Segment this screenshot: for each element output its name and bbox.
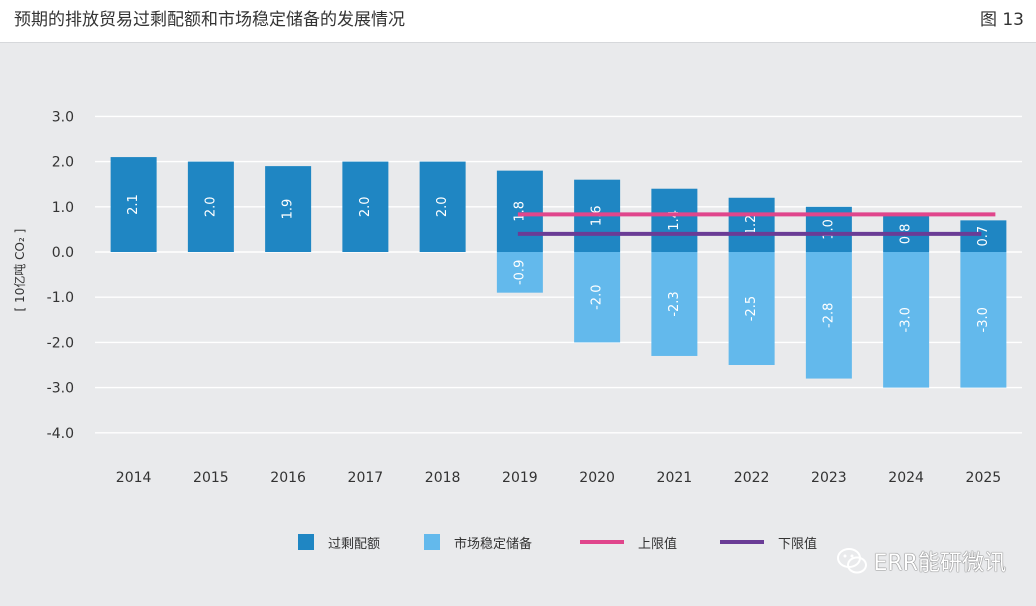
surplus-label-2014: 2.1 bbox=[126, 194, 141, 215]
y-tick-label: -2.0 bbox=[47, 335, 74, 351]
x-tick-label: 2017 bbox=[348, 470, 384, 486]
threshold-lines bbox=[517, 212, 996, 236]
y-axis-ticks: 3.0 2.0 1.0 0.0 -1.0 -2.0 -3.0 -4.0 bbox=[47, 109, 74, 441]
x-tick-label: 2018 bbox=[425, 470, 461, 486]
wechat-icon bbox=[836, 548, 867, 574]
msr-label-2022: -2.5 bbox=[744, 296, 759, 321]
chart-title: 预期的排放贸易过剩配额和市场稳定储备的发展情况 bbox=[14, 10, 405, 30]
msr-label-2023: -2.8 bbox=[821, 303, 836, 328]
surplus-bar-2021 bbox=[651, 188, 698, 252]
surplus-label-2018: 2.0 bbox=[435, 196, 450, 217]
msr-label-2021: -2.3 bbox=[667, 291, 682, 316]
x-tick-label: 2022 bbox=[734, 470, 770, 486]
msr-bar-2021 bbox=[651, 252, 698, 356]
msr-bar-2019 bbox=[496, 252, 543, 293]
msr-bar-2025 bbox=[960, 252, 1007, 388]
msr-bar-2024 bbox=[883, 252, 930, 388]
legend-label-msr: 市场稳定储备 bbox=[454, 536, 533, 552]
y-tick-label: 0.0 bbox=[52, 245, 74, 261]
legend-item-surplus: 过剩配额 bbox=[298, 528, 380, 556]
y-tick-label: -3.0 bbox=[47, 381, 74, 397]
legend-label-surplus: 过剩配额 bbox=[328, 536, 381, 552]
surplus-label-2015: 2.0 bbox=[203, 196, 218, 217]
msr-label-2024: -3.0 bbox=[899, 307, 914, 332]
watermark-text: ERR能研微讯 bbox=[873, 551, 1006, 576]
legend-swatch-msr bbox=[424, 534, 440, 550]
surplus-bar-2025 bbox=[960, 220, 1007, 252]
y-axis-label: [ 10亿吨 CO₂ ] bbox=[12, 229, 27, 312]
legend-line-lower bbox=[720, 540, 764, 544]
legend-label-lower: 下限值 bbox=[778, 536, 818, 552]
msr-bar-2022 bbox=[728, 252, 775, 365]
y-tick-label: 2.0 bbox=[52, 155, 74, 171]
x-tick-label: 2023 bbox=[811, 470, 847, 486]
surplus-label-2025: 0.7 bbox=[976, 226, 991, 247]
surplus-bar-2015 bbox=[187, 161, 234, 252]
surplus-bar-2014 bbox=[110, 157, 157, 252]
surplus-label-2017: 2.0 bbox=[358, 196, 373, 217]
surplus-label-2023: 1.0 bbox=[821, 219, 836, 240]
chart-header: 预期的排放贸易过剩配额和市场稳定储备的发展情况 图 13 bbox=[0, 0, 1036, 43]
surplus-bar-2019 bbox=[496, 170, 543, 252]
msr-label-2020: -2.0 bbox=[590, 285, 605, 310]
legend-line-upper bbox=[580, 540, 624, 544]
x-tick-label: 2020 bbox=[579, 470, 615, 486]
legend-item-upper: 上限值 bbox=[580, 528, 677, 556]
x-tick-label: 2015 bbox=[193, 470, 229, 486]
y-tick-label: -1.0 bbox=[47, 290, 74, 306]
surplus-bar-2022 bbox=[728, 197, 775, 252]
surplus-label-2022: 1.2 bbox=[744, 215, 759, 236]
y-tick-label: 1.0 bbox=[52, 200, 74, 216]
msr-bar-2020 bbox=[574, 252, 621, 343]
y-tick-label: 3.0 bbox=[52, 109, 74, 125]
watermark: ERR能研微讯 bbox=[836, 545, 1006, 577]
legend-item-lower: 下限值 bbox=[720, 528, 817, 556]
y-tick-label: -4.0 bbox=[47, 426, 74, 442]
msr-label-2025: -3.0 bbox=[976, 307, 991, 332]
legend-swatch-surplus bbox=[298, 534, 314, 550]
x-tick-label: 2024 bbox=[888, 470, 924, 486]
x-tick-label: 2021 bbox=[657, 470, 693, 486]
x-tick-label: 2025 bbox=[966, 470, 1002, 486]
surplus-label-2016: 1.9 bbox=[281, 199, 296, 220]
msr-bar-2023 bbox=[805, 252, 852, 379]
bars: 2.12.01.92.02.01.81.61.41.21.00.80.7-0.9… bbox=[110, 157, 1007, 388]
gridlines bbox=[95, 115, 1022, 434]
bar-chart: 3.0 2.0 1.0 0.0 -1.0 -2.0 -3.0 -4.0 [ 10亿吨 CO₂ … bbox=[12, 109, 1022, 486]
legend: 过剩配额 市场稳定储备 上限值 下限值 bbox=[0, 528, 1036, 556]
surplus-bar-2017 bbox=[342, 161, 389, 252]
surplus-bar-2016 bbox=[265, 166, 312, 252]
surplus-label-2019: 1.8 bbox=[512, 201, 527, 222]
x-tick-label: 2014 bbox=[116, 470, 152, 486]
surplus-bar-2018 bbox=[419, 161, 466, 252]
x-tick-label: 2016 bbox=[270, 470, 306, 486]
x-tick-label: 2019 bbox=[502, 470, 538, 486]
msr-label-2019: -0.9 bbox=[512, 260, 527, 285]
legend-item-msr: 市场稳定储备 bbox=[424, 528, 532, 556]
x-axis-ticks: 2014 2015 2016 2017 2018 2019 2020 2021 2022 2023… bbox=[116, 470, 1001, 486]
legend-label-upper: 上限值 bbox=[638, 536, 678, 552]
figure-number: 图 13 bbox=[979, 10, 1024, 30]
